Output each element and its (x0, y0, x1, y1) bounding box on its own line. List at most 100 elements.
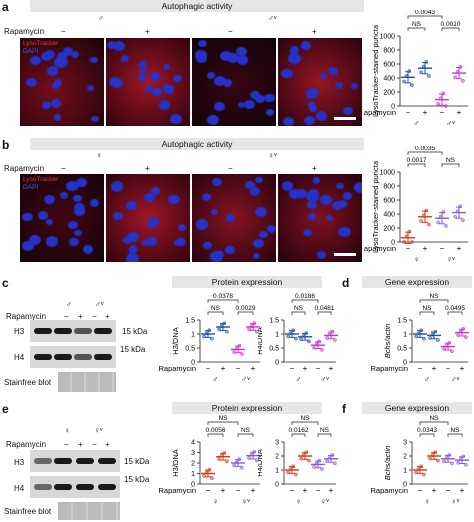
p-value-label: 0.0481 (315, 305, 335, 312)
minus-e1: − (64, 440, 69, 449)
micrograph-a2 (106, 38, 190, 126)
data-point (217, 457, 221, 462)
nucleus (304, 115, 316, 126)
nucleus (152, 88, 162, 97)
data-point (288, 331, 293, 336)
data-point (237, 457, 242, 462)
nucleus (342, 106, 353, 115)
y-tick-label: 0 (275, 482, 279, 489)
nucleus (22, 212, 33, 222)
nucleus (55, 56, 69, 68)
data-point (436, 338, 440, 342)
nucleus (212, 178, 222, 187)
data-point (450, 349, 454, 354)
scale-bar (334, 253, 356, 256)
data-point (325, 336, 329, 340)
lysotracker-label: LysoTracker (23, 40, 59, 47)
data-point (436, 458, 440, 463)
data-point (307, 339, 311, 344)
nucleus (53, 114, 62, 122)
data-point (419, 328, 424, 333)
data-point (202, 334, 206, 339)
nucleus (144, 193, 155, 202)
nucleus (337, 199, 348, 208)
nucleus (67, 220, 78, 230)
minus-c2: − (92, 312, 97, 321)
nucleus (281, 68, 293, 79)
nucleus (283, 116, 294, 126)
y-tick-label: 0 (191, 482, 195, 489)
nucleus (307, 213, 316, 220)
data-point (455, 209, 460, 214)
sex-label: ♀ (213, 497, 219, 506)
nucleus (139, 67, 148, 75)
data-point (416, 467, 421, 472)
nucleus (222, 78, 233, 87)
data-point (204, 470, 209, 475)
x-tick-label: + (457, 244, 462, 253)
data-point (410, 83, 414, 87)
x-tick-label: − (236, 486, 241, 495)
p-value-label: NS (211, 305, 221, 312)
header-a: Autophagic activity (30, 0, 364, 12)
y-tick-label: 2 (275, 454, 279, 461)
significance-bracket (207, 299, 239, 303)
plus-a1: + (145, 27, 150, 36)
data-point (421, 64, 426, 69)
nucleus (282, 181, 293, 191)
rapamycin-label: Rapamycin (158, 364, 196, 373)
nucleus (106, 40, 117, 49)
data-point (286, 334, 290, 339)
data-point (327, 332, 332, 337)
dapi-label: DAPI (23, 184, 39, 191)
panel-label-c: c (2, 276, 9, 290)
sex-label: ♀ᵛ (446, 255, 455, 264)
minus-e2: − (92, 440, 97, 449)
data-point (247, 327, 251, 332)
data-point (202, 474, 206, 478)
x-tick-label: + (432, 486, 437, 495)
data-point (210, 336, 214, 341)
nucleus (66, 180, 79, 191)
data-point (441, 91, 446, 96)
nucleus (30, 55, 42, 66)
nucleus (73, 194, 82, 203)
sex-label: ♀ (296, 497, 302, 506)
x-tick-label: + (303, 486, 308, 495)
nucleus (303, 228, 312, 236)
chart-a: LysoTracker-stained puncta 0 200 400 600 800 1… (364, 10, 468, 128)
nucleus (74, 229, 82, 236)
nucleus (254, 94, 265, 104)
nucleus (300, 41, 312, 51)
p-value-label: 0.0186 (295, 293, 315, 300)
data-point (225, 459, 229, 464)
blot-stainfree-e (58, 502, 120, 520)
x-tick-label: − (440, 244, 445, 253)
data-point (225, 329, 229, 334)
panel-label-b: b (2, 138, 10, 152)
nucleus (29, 235, 42, 246)
data-point (456, 333, 460, 337)
data-point (312, 345, 316, 350)
sex-label-e1: ♀ (64, 426, 70, 435)
sex-label-c2: ♂ᵛ (95, 300, 104, 309)
nucleus (146, 237, 157, 247)
data-point (450, 461, 454, 466)
nucleus (159, 99, 171, 110)
kda-label-c1: 15 kDa (122, 327, 148, 336)
data-point (333, 461, 337, 466)
y-tick-label: 400 (383, 212, 395, 219)
sex-label-e2: ♀ᵛ (94, 426, 103, 435)
nucleus (249, 187, 261, 197)
data-point (404, 234, 409, 239)
nucleus (173, 74, 182, 82)
significance-bracket (407, 163, 426, 167)
nucleus (266, 225, 276, 233)
data-point (304, 450, 309, 455)
data-point (430, 453, 435, 458)
panel-label-e: e (2, 402, 9, 416)
plus-b1: + (145, 164, 150, 173)
plus-b2: + (312, 164, 317, 173)
